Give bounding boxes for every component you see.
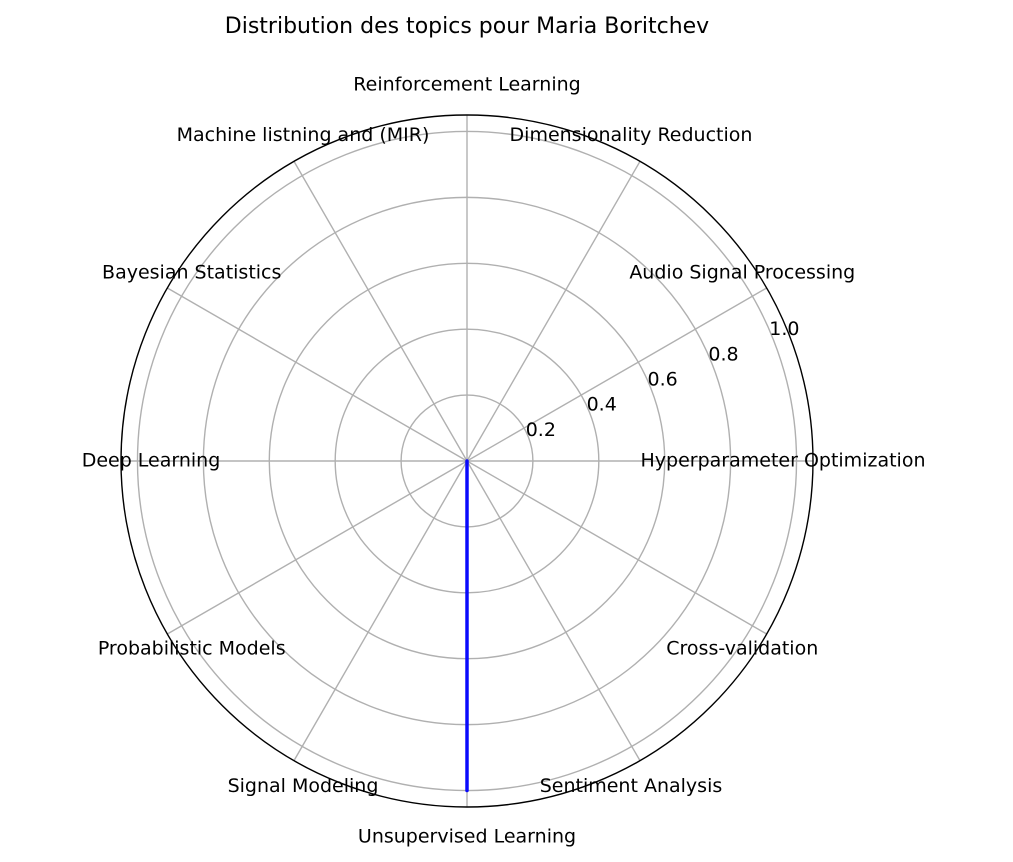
rtick-label-0: 0.2 (526, 419, 556, 441)
category-labels: Hyperparameter Optimization Audio Signal … (82, 74, 926, 848)
spoke-4 (293, 161, 468, 462)
rtick-label-4: 1.0 (769, 318, 799, 340)
category-label-3: Reinforcement Learning (353, 74, 580, 96)
spoke-1 (466, 287, 767, 462)
spoke-8 (293, 460, 468, 761)
spoke-7 (167, 460, 468, 635)
category-label-11: Cross-validation (666, 638, 818, 660)
rtick-label-2: 0.6 (647, 368, 677, 390)
spoke-10 (466, 460, 641, 761)
category-label-4: Machine listning and (MIR) (177, 124, 430, 146)
category-label-7: Probabilistic Models (98, 638, 286, 660)
category-label-0: Hyperparameter Optimization (641, 450, 926, 472)
spoke-11 (466, 460, 767, 635)
spoke-5 (167, 287, 468, 462)
category-label-10: Sentiment Analysis (540, 775, 723, 797)
chart-title: Distribution des topics pour Maria Borit… (225, 14, 709, 39)
radial-tick-labels: 0.2 0.4 0.6 0.8 1.0 (526, 318, 800, 441)
category-label-9: Unsupervised Learning (358, 826, 576, 848)
polar-frame (120, 114, 814, 808)
category-label-8: Signal Modeling (228, 775, 379, 797)
rtick-label-1: 0.4 (587, 394, 617, 416)
category-label-6: Deep Learning (82, 450, 221, 472)
category-label-2: Dimensionality Reduction (510, 124, 753, 146)
rtick-label-3: 0.8 (708, 343, 738, 365)
category-label-1: Audio Signal Processing (629, 262, 855, 284)
category-label-5: Bayesian Statistics (102, 262, 281, 284)
spoke-2 (466, 161, 641, 462)
